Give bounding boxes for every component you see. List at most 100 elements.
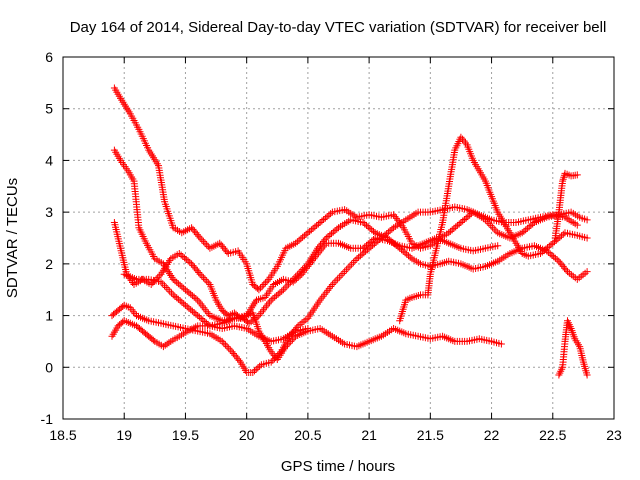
arc4-point	[272, 353, 280, 361]
arc4-point	[235, 356, 243, 364]
arc1-point	[221, 246, 229, 254]
x-axis-ticks: 18.5 19 19.5 20 20.5 21 21.5 22 22.5 23	[49, 57, 622, 443]
arc1-point	[295, 236, 303, 244]
arc4-point	[342, 266, 350, 274]
arc5-point	[555, 257, 563, 265]
arc1-point	[488, 223, 496, 231]
y-axis-label: SDTVAR / TECUs	[4, 178, 21, 298]
arc5-point	[556, 259, 564, 267]
arc3-point	[494, 242, 502, 250]
arc4-point	[226, 346, 234, 354]
arc4-point	[322, 288, 330, 296]
arc4-point	[129, 308, 137, 316]
arc5-point	[290, 275, 298, 283]
arc1-point	[485, 220, 493, 228]
arc5-point	[359, 219, 367, 226]
arc5-point	[276, 289, 284, 297]
arc5-point	[269, 295, 277, 303]
arc4-point	[372, 238, 380, 246]
arc1-point	[223, 248, 231, 256]
arc6-point	[190, 309, 198, 317]
arc5-point	[394, 243, 402, 251]
y-tick-label: 1	[45, 308, 53, 324]
arc1-point	[466, 211, 474, 219]
arc5-point	[267, 296, 275, 304]
arc3-point	[155, 272, 163, 280]
arc1-point	[518, 229, 526, 237]
arc1-point	[261, 279, 269, 287]
arc4-point	[274, 351, 282, 359]
arc1-point	[220, 244, 228, 252]
arc1-point	[300, 232, 308, 240]
arc2-point	[185, 289, 193, 297]
arc1-point	[257, 284, 264, 292]
arc1-point	[195, 232, 203, 240]
arc6-point	[202, 319, 210, 327]
arc5-point	[333, 225, 341, 233]
arc2-point	[176, 281, 184, 289]
arc1-point	[263, 277, 271, 285]
arc1-point	[520, 227, 528, 235]
arc2-point	[190, 293, 198, 301]
arc5-point	[370, 227, 377, 235]
arc3-point	[177, 251, 185, 259]
arc1-point	[455, 220, 463, 228]
arc5-point	[331, 227, 339, 235]
arc1-point	[189, 225, 197, 233]
arc6-point	[197, 315, 205, 322]
arc4-point	[254, 364, 262, 372]
arc4-point	[346, 262, 354, 270]
arc6-point	[169, 291, 177, 299]
arc6-point	[304, 325, 312, 332]
arc5-point	[163, 340, 171, 348]
arc2-point	[187, 290, 195, 298]
arc5-point	[328, 230, 335, 238]
arc2-point	[180, 284, 188, 292]
arc2-point	[183, 287, 191, 295]
arc1-point	[320, 216, 328, 223]
arc4-point	[223, 343, 231, 351]
arc5-point	[401, 249, 409, 257]
arc6-point	[188, 307, 196, 315]
arc4-point	[358, 250, 366, 258]
arc6-point	[168, 289, 175, 297]
x-tick-label: 23	[606, 427, 622, 443]
arc5-point	[366, 224, 374, 232]
arc1-point	[450, 224, 458, 232]
x-tick-label: 20	[239, 427, 255, 443]
arc1-point	[527, 221, 535, 229]
arc7-point	[538, 248, 546, 256]
arc5-point	[258, 308, 266, 316]
x-tick-label: 21	[361, 427, 377, 443]
arc2-point	[178, 283, 186, 291]
arc5-point	[297, 267, 305, 275]
arc7-point	[544, 244, 551, 252]
arc4-point	[275, 350, 283, 357]
y-tick-label: -1	[41, 411, 54, 427]
arc1-point	[203, 241, 211, 249]
arc5-point	[317, 241, 324, 249]
y-tick-label: 5	[45, 101, 53, 117]
arc5-point	[583, 268, 591, 276]
arc4-point	[367, 243, 375, 251]
arc4-point	[256, 362, 264, 370]
arc4-point	[374, 237, 382, 245]
arc6-point	[171, 292, 179, 300]
y-tick-label: 2	[45, 256, 53, 272]
arc5-point	[385, 236, 393, 243]
x-tick-label: 18.5	[49, 427, 76, 443]
x-tick-label: 19.5	[172, 427, 199, 443]
arc6-point	[187, 306, 195, 314]
arc1-point	[311, 223, 319, 231]
plot-frame	[62, 56, 615, 420]
arc1-point	[321, 214, 329, 222]
arc5-point	[281, 284, 289, 292]
arc1-point	[258, 282, 266, 290]
arc3-point	[203, 277, 211, 285]
arc5-point	[315, 243, 323, 251]
x-tick-label: 22	[484, 427, 500, 443]
arc4-point	[388, 225, 396, 233]
arc5-point	[322, 234, 330, 242]
arc4-point	[384, 228, 392, 236]
arc1-point	[391, 213, 399, 221]
